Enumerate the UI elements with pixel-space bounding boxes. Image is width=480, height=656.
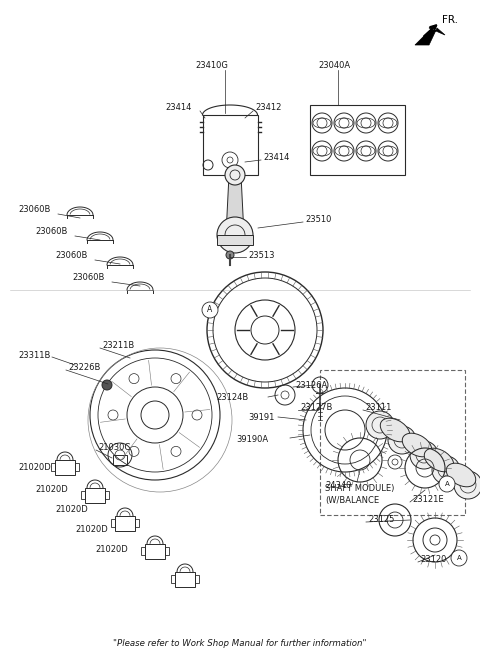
Text: 23121E: 23121E — [412, 495, 444, 504]
Circle shape — [225, 165, 245, 185]
Polygon shape — [217, 235, 253, 245]
Text: 21020D: 21020D — [18, 464, 51, 472]
Bar — [111, 519, 115, 527]
Text: A: A — [444, 481, 449, 487]
Bar — [55, 460, 75, 475]
Text: 23060B: 23060B — [72, 274, 104, 283]
Text: SHAFT MODULE): SHAFT MODULE) — [325, 483, 395, 493]
Circle shape — [102, 380, 112, 390]
Bar — [135, 519, 139, 527]
Text: 23126A: 23126A — [295, 380, 327, 390]
Bar — [105, 491, 109, 499]
Bar — [51, 463, 55, 471]
Polygon shape — [226, 175, 244, 235]
Circle shape — [439, 476, 455, 492]
Text: 23414: 23414 — [263, 154, 289, 163]
Bar — [165, 547, 169, 555]
Text: FR.: FR. — [442, 15, 458, 25]
Bar — [310, 105, 405, 175]
Ellipse shape — [446, 463, 476, 487]
Text: 21020D: 21020D — [55, 506, 88, 514]
Text: 23060B: 23060B — [35, 228, 67, 237]
Ellipse shape — [424, 448, 454, 472]
Text: 23414: 23414 — [165, 104, 192, 112]
Text: A: A — [207, 306, 213, 314]
Text: 23410G: 23410G — [195, 60, 228, 70]
Bar — [81, 491, 85, 499]
Text: (W/BALANCE: (W/BALANCE — [325, 497, 379, 506]
Text: 23125: 23125 — [368, 516, 395, 525]
Circle shape — [202, 302, 218, 318]
Text: 23120: 23120 — [420, 556, 446, 565]
Circle shape — [366, 411, 394, 439]
Bar — [175, 572, 195, 587]
Text: 23513: 23513 — [248, 251, 275, 260]
Text: 23060B: 23060B — [18, 205, 50, 215]
Text: 23226B: 23226B — [68, 363, 100, 373]
Text: 23124B: 23124B — [216, 394, 248, 403]
Text: 23211B: 23211B — [102, 340, 134, 350]
Bar — [115, 516, 135, 531]
Ellipse shape — [380, 419, 410, 441]
FancyBboxPatch shape — [320, 370, 465, 515]
Text: 23040A: 23040A — [318, 60, 350, 70]
Bar — [141, 547, 145, 555]
Text: 21020D: 21020D — [75, 525, 108, 535]
Text: 21030C: 21030C — [98, 443, 130, 453]
Circle shape — [217, 217, 253, 253]
Circle shape — [454, 471, 480, 499]
Text: 23127B: 23127B — [300, 403, 332, 413]
Circle shape — [432, 456, 460, 484]
Text: 23510: 23510 — [305, 216, 331, 224]
Text: 21020D: 21020D — [35, 485, 68, 495]
Polygon shape — [415, 25, 445, 45]
Text: 39191: 39191 — [248, 413, 275, 422]
Text: 23060B: 23060B — [55, 251, 87, 260]
Text: "Please refer to Work Shop Manual for further information": "Please refer to Work Shop Manual for fu… — [113, 638, 367, 647]
Bar — [113, 455, 127, 465]
Circle shape — [410, 441, 438, 469]
Bar — [75, 463, 79, 471]
Text: 23111: 23111 — [365, 403, 391, 413]
Circle shape — [451, 550, 467, 566]
Circle shape — [388, 426, 416, 454]
Bar — [171, 575, 175, 583]
Bar — [195, 575, 199, 583]
Text: 39190A: 39190A — [236, 436, 268, 445]
Circle shape — [226, 251, 234, 259]
Bar — [85, 488, 105, 503]
Text: 23311B: 23311B — [18, 350, 50, 359]
Bar — [203, 115, 257, 175]
Text: 23412: 23412 — [255, 104, 281, 112]
Text: 24340: 24340 — [325, 480, 351, 489]
Text: A: A — [456, 555, 461, 561]
Ellipse shape — [402, 433, 432, 457]
Text: 21020D: 21020D — [95, 546, 128, 554]
Bar — [145, 544, 165, 559]
